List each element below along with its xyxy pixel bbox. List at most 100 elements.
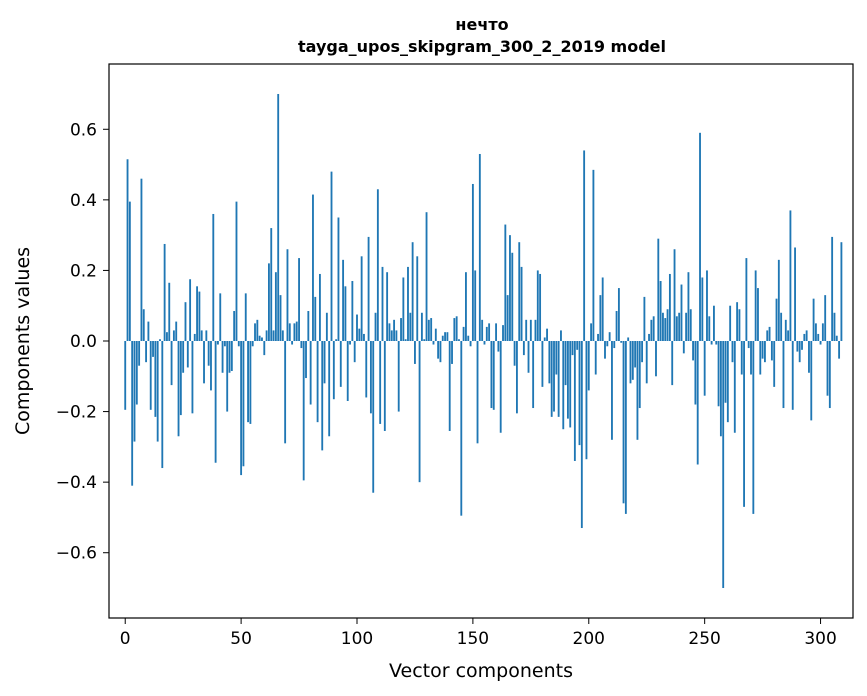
bar-134 [434,328,437,341]
bar-42 [221,341,224,373]
bar-91 [335,339,338,341]
bar-202 [592,169,595,341]
bar-263 [733,341,736,433]
bar-65 [274,272,277,341]
bar-258 [722,341,725,589]
bar-166 [509,235,511,341]
bar-236 [671,341,674,386]
chart-title-line2: tayga_upos_skipgram_300_2_2019 model [298,37,666,56]
bar-96 [346,341,349,401]
bar-105 [367,236,370,341]
bar-13 [154,341,157,417]
bar-189 [562,341,565,430]
bar-304 [828,341,831,409]
bar-223 [641,341,644,363]
bar-64 [272,330,275,341]
bar-21 [172,330,175,341]
y-axis-label: Components values [12,247,34,435]
bar-28 [189,279,192,341]
bar-143 [455,316,458,341]
bar-303 [826,341,829,396]
bar-100 [356,314,358,341]
bar-154 [481,319,484,341]
bar-97 [349,341,351,345]
bar-38 [212,213,215,341]
chart-title-line1: нечто [455,15,508,34]
bar-7 [140,178,143,341]
bar-3 [131,341,134,486]
bar-295 [808,341,810,373]
bar-133 [432,341,435,345]
bar-290 [796,341,799,352]
bar-8 [142,309,145,341]
bar-113 [386,272,389,341]
x-tick-label: 150 [457,629,489,649]
bar-307 [835,335,838,341]
bar-270 [750,341,752,375]
bar-232 [662,312,664,341]
bar-163 [502,325,504,341]
bar-55 [251,341,254,347]
bar-245 [692,341,694,361]
bar-122 [407,266,409,341]
bar-167 [511,252,514,341]
bar-70 [286,249,289,341]
y-tick-label: −0.6 [56,544,97,564]
bar-233 [664,318,667,341]
bar-272 [754,270,757,341]
bar-193 [571,341,574,356]
bar-48 [235,201,238,341]
bar-16 [161,341,164,469]
bar-107 [372,341,375,493]
bar-62 [268,263,270,341]
bar-135 [437,341,440,359]
bar-282 [777,259,780,341]
bar-220 [634,341,637,368]
bar-265 [738,309,741,341]
bar-178 [536,270,539,341]
bar-254 [713,305,715,341]
bar-109 [376,189,379,341]
bar-117 [395,330,398,341]
bar-280 [773,341,776,387]
bar-148 [467,335,470,341]
bar-289 [794,247,796,341]
bar-43 [223,341,226,347]
bar-57 [256,319,259,341]
bar-171 [520,266,523,341]
x-axis-label: Vector components [389,660,573,682]
bar-24 [179,341,182,416]
bar-261 [729,305,732,341]
bar-67 [279,295,282,341]
bar-4 [133,341,136,442]
bar-235 [668,273,671,341]
bar-291 [798,341,801,363]
bar-268 [745,258,748,341]
bar-60 [263,341,266,356]
bar-63 [270,228,273,341]
bar-115 [390,330,393,341]
bar-142 [453,318,456,341]
bar-0 [124,341,127,410]
bar-203 [594,341,597,375]
bar-131 [427,319,430,341]
bar-227 [650,319,653,341]
bar-192 [569,341,572,428]
bar-248 [699,132,701,341]
y-tick-label: −0.2 [56,403,97,423]
bar-305 [831,236,834,341]
bar-213 [617,288,620,341]
bar-5 [135,341,138,405]
bar-238 [675,316,678,341]
bar-276 [764,341,766,363]
bar-221 [636,341,639,440]
bar-169 [516,341,518,414]
bar-89 [330,171,333,341]
bar-208 [606,341,609,347]
bar-306 [833,312,836,341]
bar-299 [817,333,820,341]
bar-275 [761,341,764,359]
bar-27 [186,341,189,368]
x-tick-label: 50 [230,629,252,649]
bar-294 [805,330,808,341]
